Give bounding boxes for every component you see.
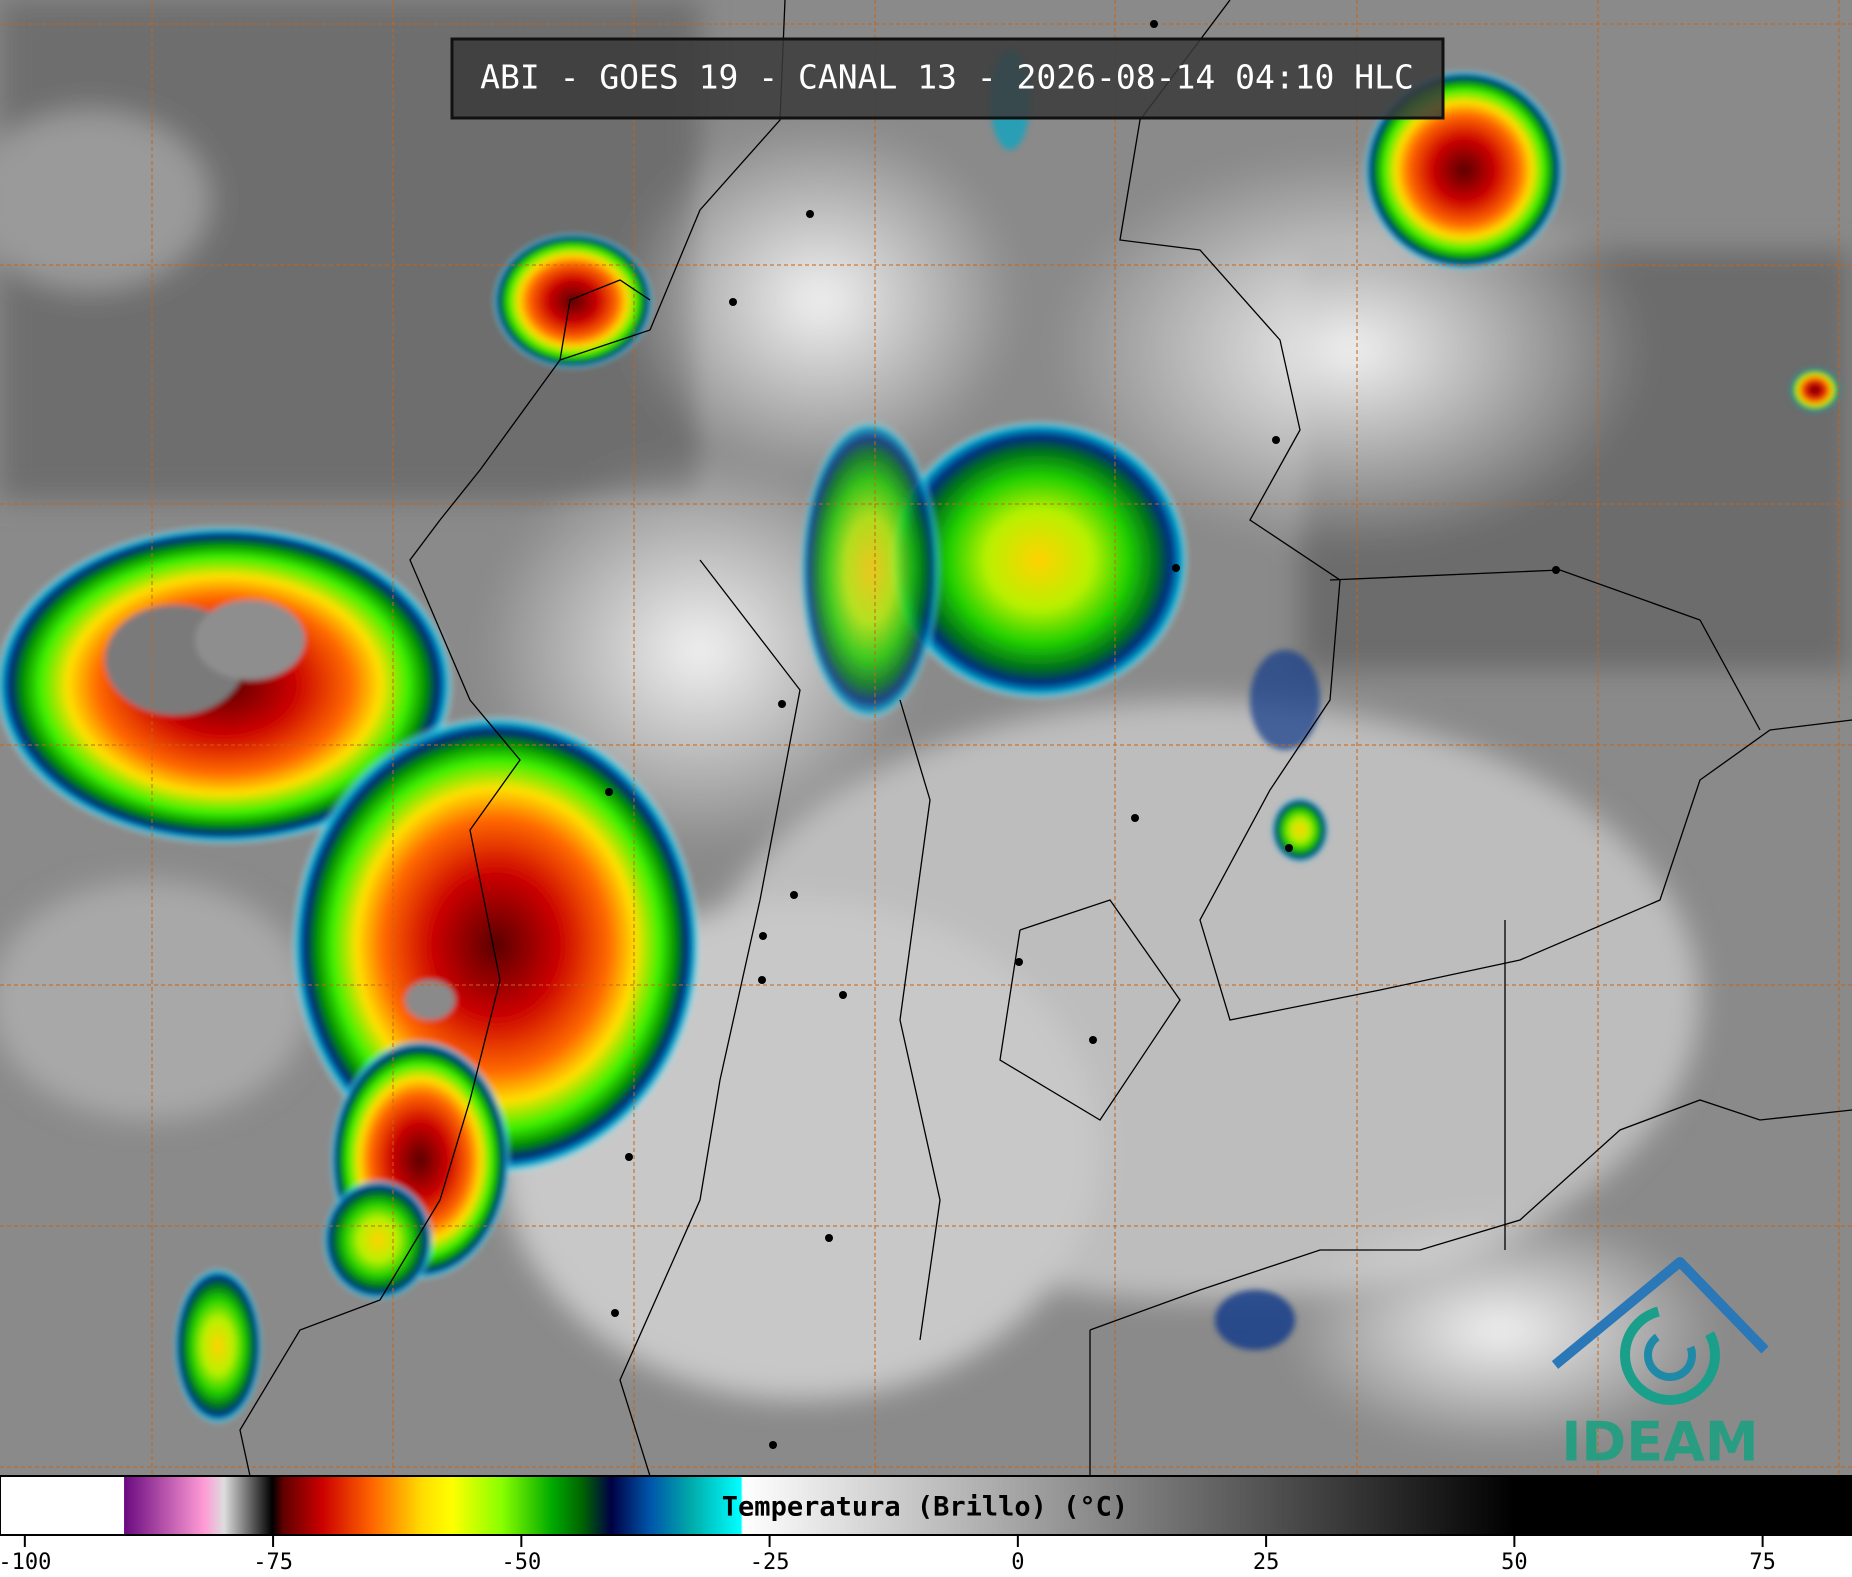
tick-label: -75 xyxy=(253,1550,293,1575)
tick-label: 75 xyxy=(1749,1550,1776,1575)
tick-label: -25 xyxy=(750,1550,790,1575)
boundaries xyxy=(239,0,1852,1477)
tick-label: -100 xyxy=(0,1550,51,1575)
colorbar-label: Temperatura (Brillo) (°C) xyxy=(722,1492,1128,1523)
cities xyxy=(605,20,1560,1449)
logo-text: IDEAM xyxy=(1561,1411,1758,1474)
tick-label: 0 xyxy=(1011,1550,1024,1575)
colorbar xyxy=(0,1475,1852,1536)
tick-label: -50 xyxy=(501,1550,541,1575)
graticule xyxy=(0,0,1852,1476)
tick-label: 50 xyxy=(1501,1550,1528,1575)
tick-label: 25 xyxy=(1253,1550,1280,1575)
colorbar-ticks: -100 -75 -50 -25 0 25 50 75 xyxy=(0,1535,1776,1575)
logo: IDEAM xyxy=(1551,1257,1769,1474)
title: ABI - GOES 19 - CANAL 13 - 2026-08-14 04… xyxy=(480,58,1414,97)
title-box xyxy=(450,37,1445,120)
